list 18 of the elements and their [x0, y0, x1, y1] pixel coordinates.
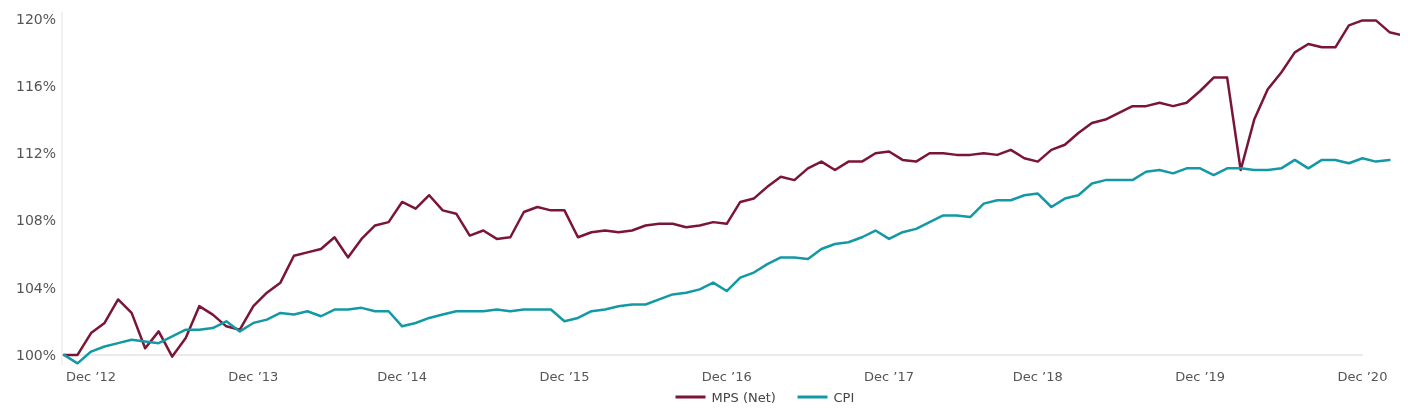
x-tick-label: Dec ’17	[864, 369, 915, 384]
legend-label: MPS (Net)	[711, 389, 776, 405]
x-tick-label: Dec ’14	[377, 369, 428, 384]
x-tick-label: Dec ’19	[1175, 369, 1226, 384]
x-tick-label: Dec ’12	[66, 369, 117, 384]
y-tick-label: 112%	[15, 145, 56, 162]
y-tick-label: 104%	[15, 279, 56, 296]
x-tick-label: Dec ’16	[701, 369, 752, 384]
y-tick-label: 116%	[15, 77, 56, 94]
y-tick-label: 108%	[15, 212, 56, 229]
y-tick-label: 120%	[15, 10, 56, 27]
x-tick-label: Dec ’15	[539, 369, 590, 384]
x-tick-label: Dec ’20	[1337, 369, 1388, 384]
legend-label: CPI	[833, 389, 855, 405]
x-tick-label: Dec ’18	[1012, 369, 1063, 384]
x-tick-label: Dec ’13	[228, 369, 279, 384]
line-series	[62, 156, 1391, 365]
y-tick-label: 100%	[15, 346, 56, 363]
